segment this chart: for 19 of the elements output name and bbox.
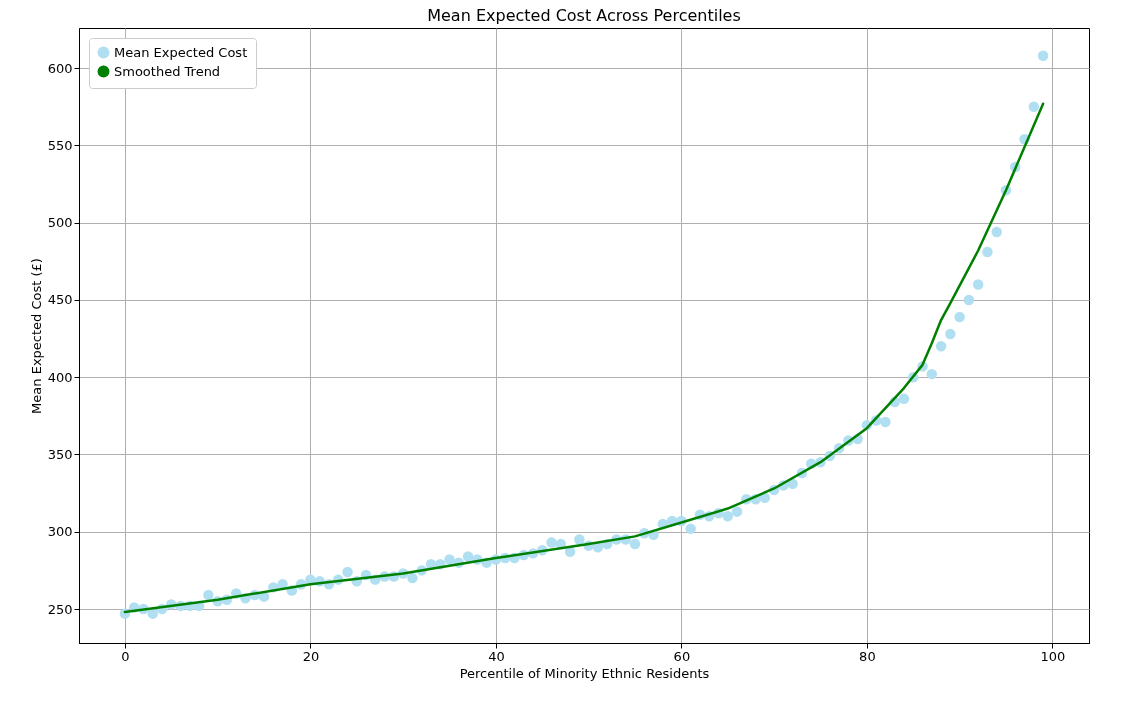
y-tick-label: 400 [47, 369, 73, 385]
y-tick-label: 600 [47, 60, 73, 76]
x-tick-label: 100 [1040, 648, 1066, 664]
y-tick-label: 300 [47, 524, 73, 540]
y-tick-label: 500 [47, 215, 73, 231]
x-tick-label: 20 [302, 648, 320, 664]
x-tick-label: 80 [859, 648, 876, 664]
y-tick-label: 450 [47, 292, 73, 308]
y-axis-title: Mean Expected Cost (£) [28, 258, 44, 414]
y-tick-label: 250 [47, 601, 73, 617]
x-tick-label: 60 [673, 648, 691, 664]
y-tick-label: 350 [47, 446, 73, 462]
x-tick-label: 0 [121, 648, 130, 664]
chart-title: Mean Expected Cost Across Percentiles [427, 6, 741, 25]
y-tick-label: 550 [47, 137, 73, 153]
x-axis-title: Percentile of Minority Ethnic Residents [459, 665, 710, 681]
legend-label: Smoothed Trend [114, 63, 221, 79]
legend-label: Mean Expected Cost [114, 44, 248, 60]
x-tick-label: 40 [488, 648, 505, 664]
